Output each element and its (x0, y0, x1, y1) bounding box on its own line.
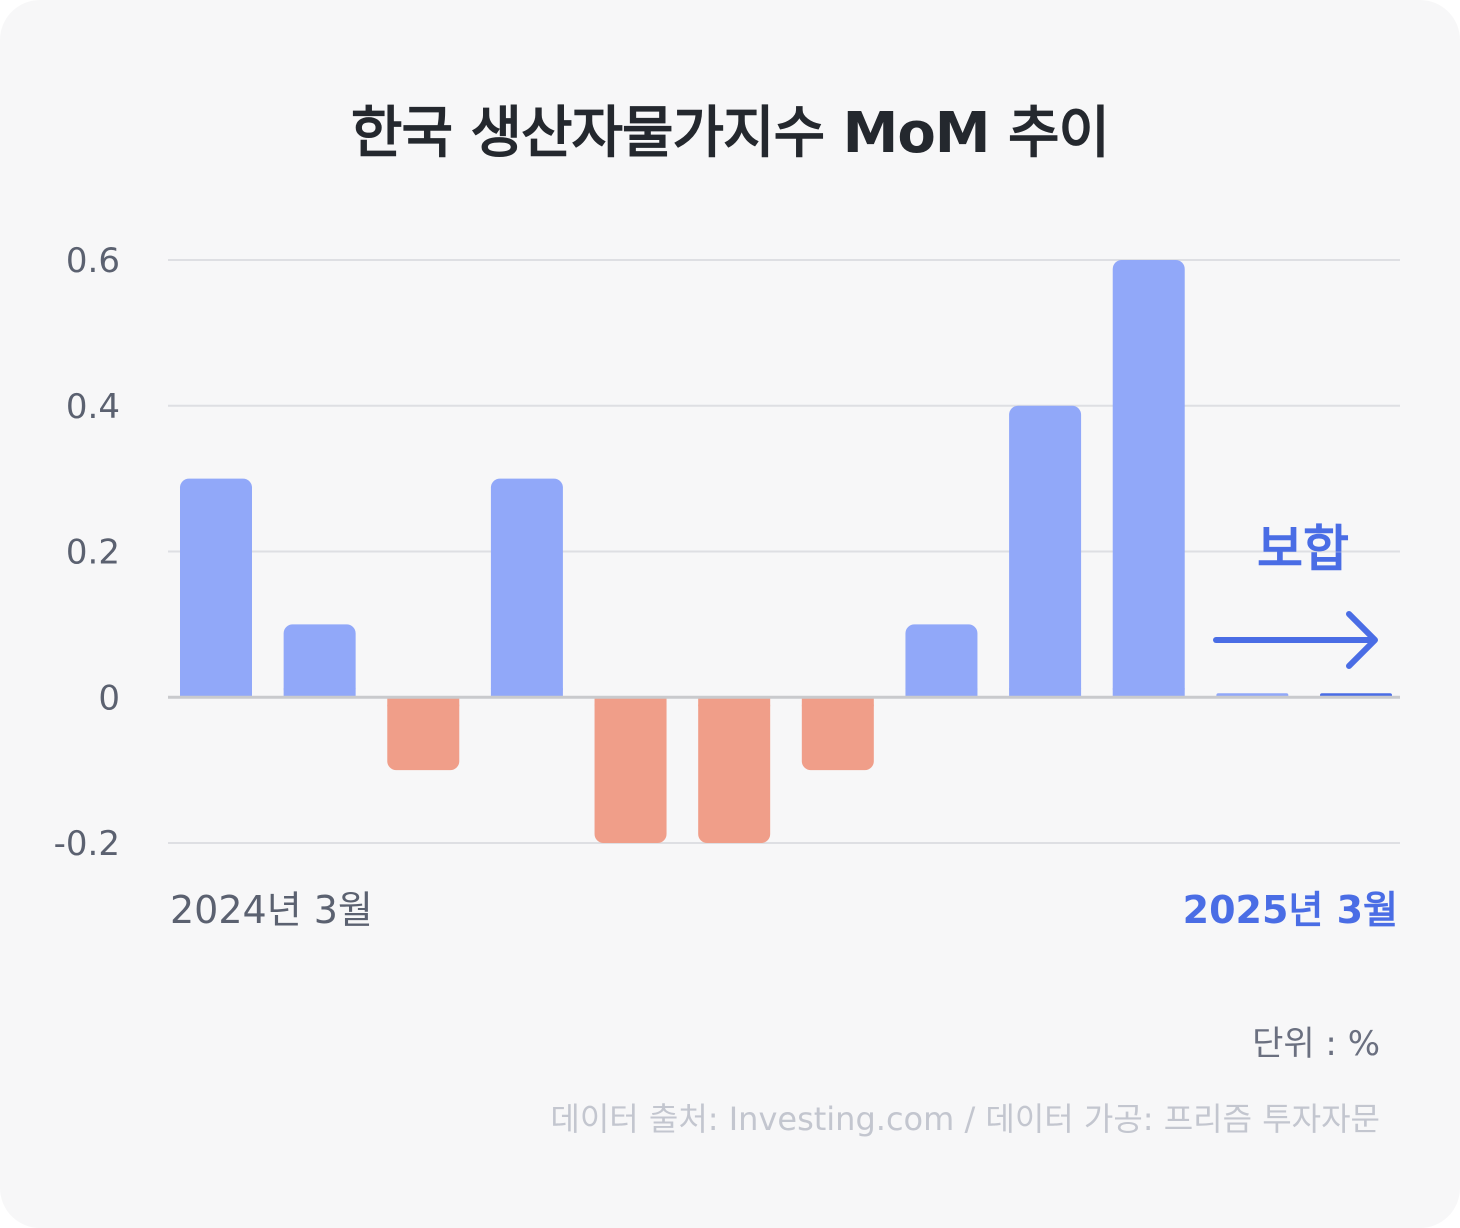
annotation-label: 보합 (1257, 520, 1349, 578)
source-note: 데이터 출처: Investing.com / 데이터 가공: 프리즘 투자자문 (550, 1100, 1380, 1138)
y-tick-label: 0 (98, 678, 120, 718)
bar-base-7 (905, 688, 978, 698)
bar-5 (698, 697, 771, 843)
chart-title: 한국 생산자물가지수 MoM 추이 (350, 101, 1110, 166)
y-tick-label: -0.2 (54, 824, 120, 864)
bar-base-3 (490, 688, 563, 698)
bar-base-9 (1112, 688, 1185, 698)
bar-3 (490, 478, 563, 698)
bar-base-1 (283, 688, 356, 698)
y-axis-ticks: 0.6 0.4 0.2 0 -0.2 (54, 241, 120, 864)
x-label-start: 2024년 3월 (170, 888, 373, 932)
bar-0 (180, 478, 252, 698)
bar-7 (905, 624, 978, 698)
bar-4 (594, 697, 667, 843)
y-tick-label: 0.4 (66, 387, 120, 427)
bar-base-8 (1009, 688, 1082, 698)
arrow-right-icon (1213, 611, 1378, 669)
bar-6 (801, 697, 874, 771)
bar-base-2 (387, 697, 460, 707)
unit-label: 단위 : % (1252, 1024, 1380, 1064)
x-label-end: 2025년 3월 (1183, 888, 1398, 932)
bar-2 (387, 697, 460, 771)
y-tick-label: 0.2 (66, 533, 120, 573)
bar-9 (1112, 260, 1185, 698)
bars (180, 260, 1392, 843)
bar-1 (283, 624, 356, 698)
bar-base-6 (801, 697, 874, 707)
gridlines (168, 259, 1400, 844)
bar-base-5 (698, 697, 771, 707)
bar-base-4 (594, 697, 667, 707)
bar-base-0 (180, 688, 252, 698)
y-tick-label: 0.6 (66, 241, 120, 281)
bar-8 (1009, 405, 1082, 698)
annotation: 보합 (1213, 520, 1378, 669)
